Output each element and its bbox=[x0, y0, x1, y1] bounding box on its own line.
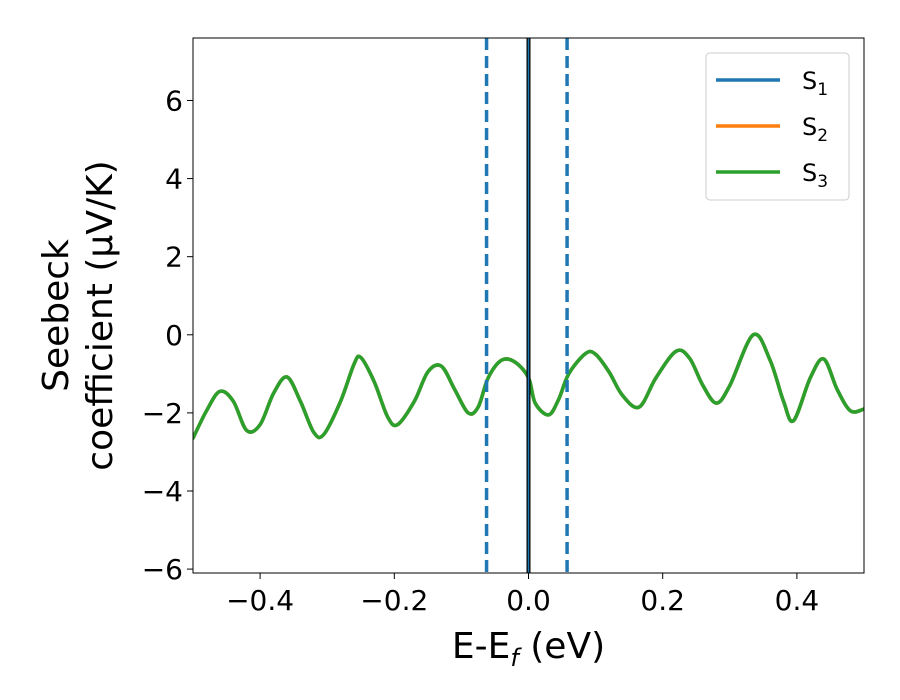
legend-label-s1: S1 bbox=[802, 67, 828, 100]
y-tick-label: −6 bbox=[142, 553, 183, 586]
y-tick-label: −4 bbox=[142, 475, 183, 508]
x-axis-label: E-Ef (eV) bbox=[452, 626, 605, 672]
y-tick-label: 4 bbox=[165, 163, 183, 196]
legend: S1 S2 S3 bbox=[705, 52, 850, 201]
x-axis-ticks: −0.4 −0.2 0.0 0.2 0.4 bbox=[226, 573, 819, 617]
plot-lines bbox=[193, 332, 864, 441]
y-axis-ticks: −6 −4 −2 0 2 4 6 bbox=[142, 84, 193, 586]
x-tick-label: 0.0 bbox=[506, 584, 551, 617]
series-line-s3 bbox=[193, 332, 864, 441]
y-tick-label: 6 bbox=[165, 84, 183, 117]
y-tick-label: 0 bbox=[165, 319, 183, 352]
y-axis-label-line2: coefficient (μV/K) bbox=[80, 160, 121, 470]
legend-label-s2: S2 bbox=[802, 113, 828, 146]
x-tick-label: −0.4 bbox=[226, 584, 294, 617]
legend-label-s3: S3 bbox=[802, 159, 828, 192]
y-axis-label: Seebeck coefficient (μV/K) bbox=[36, 160, 121, 470]
x-tick-label: 0.4 bbox=[775, 584, 820, 617]
vertical-reference-lines bbox=[484, 38, 569, 573]
y-axis-label-line1: Seebeck bbox=[36, 239, 77, 392]
y-tick-label: 2 bbox=[165, 241, 183, 274]
x-tick-label: 0.2 bbox=[640, 584, 685, 617]
x-tick-label: −0.2 bbox=[360, 584, 428, 617]
y-tick-label: −2 bbox=[142, 397, 183, 430]
